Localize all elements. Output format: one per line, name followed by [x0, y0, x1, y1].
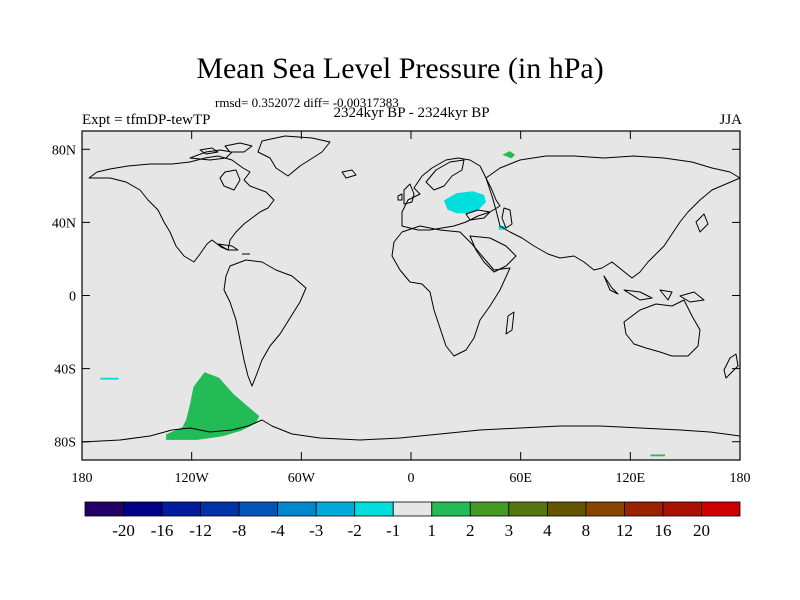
colorbar-label: -1 — [386, 521, 400, 540]
colorbar-swatch — [585, 501, 625, 517]
colorbar-swatch — [431, 501, 471, 517]
coast-australia — [623, 299, 701, 357]
x-tick-label: 180 — [730, 471, 751, 486]
y-tick-label: 80N — [52, 143, 76, 158]
coast-caribbean — [217, 243, 250, 255]
x-tick-label: 60E — [509, 471, 532, 486]
coast-new-zealand — [723, 353, 739, 379]
subtitle: 2324kyr BP - 2324kyr BP — [333, 105, 490, 121]
season-label: JJA — [719, 112, 742, 128]
coast-black-sea — [465, 209, 491, 221]
colorbar-swatch — [315, 501, 356, 517]
colorbar-label: -2 — [348, 521, 362, 540]
experiment-label: Expt = tfmDP-tewTP — [82, 112, 211, 128]
colorbar-swatch — [84, 501, 124, 517]
colorbar-label: -8 — [232, 521, 246, 540]
y-tick-label: 40N — [52, 216, 76, 231]
colorbar-label: 3 — [505, 521, 514, 540]
x-tick-label: 120W — [175, 471, 210, 486]
colorbar-swatch — [508, 501, 548, 517]
map-background — [82, 131, 740, 460]
y-tick-label: 0 — [69, 290, 76, 305]
coast-africa — [391, 225, 511, 357]
stats-text: rmsd= 0.352072 diff= -0.00317383 — [215, 95, 399, 110]
colorbar-label: 8 — [582, 521, 591, 540]
colorbar-label: -4 — [271, 521, 286, 540]
colorbar-swatch — [200, 501, 240, 517]
coast-south-america — [223, 259, 307, 387]
coast-hudson-bay — [219, 169, 241, 191]
coast-arctic-islands — [189, 142, 253, 161]
anomaly-eastern-europe-negative — [443, 191, 486, 214]
x-tick-label: 60W — [288, 471, 316, 486]
coast-british-isles — [397, 183, 415, 205]
colorbar-swatch — [238, 501, 279, 517]
anomaly-south-pacific-positive — [166, 372, 260, 440]
x-axis: 180 120W 60W 0 60E 120E 180 — [72, 131, 751, 486]
anomaly-layer — [100, 151, 666, 457]
x-tick-label: 180 — [72, 471, 93, 486]
colorbar-label: -16 — [151, 521, 174, 540]
colorbar-label: -3 — [309, 521, 323, 540]
colorbar-swatch — [354, 501, 394, 517]
colorbar-label: -20 — [112, 521, 135, 540]
y-tick-label: 40S — [54, 363, 76, 378]
coast-asia — [485, 155, 741, 279]
coast-arabia — [469, 235, 517, 273]
colorbar-swatch — [701, 501, 741, 517]
coast-north-america — [88, 155, 275, 263]
plot-title: Mean Sea Level Pressure (in hPa) — [196, 52, 604, 85]
colorbar-swatch — [123, 501, 163, 517]
colorbar-swatch — [277, 501, 317, 517]
x-tick-label: 120E — [616, 471, 646, 486]
colorbar: -20 -16 -12 -8 -4 -3 -2 -1 1 2 3 4 8 12 16 20 — [84, 501, 741, 540]
colorbar-label: 1 — [428, 521, 437, 540]
coast-scandinavia — [425, 159, 465, 191]
colorbar-swatch — [546, 501, 587, 517]
colorbar-label: 20 — [693, 521, 710, 540]
y-tick-label: 80S — [54, 436, 76, 451]
colorbar-label: 16 — [654, 521, 671, 540]
coast-madagascar — [505, 311, 515, 335]
colorbar-swatch — [469, 501, 510, 517]
colorbar-label: -12 — [189, 521, 212, 540]
colorbar-swatch — [624, 501, 664, 517]
coast-caspian-sea — [501, 207, 513, 229]
colorbar-swatch — [662, 501, 702, 517]
colorbar-label: 12 — [616, 521, 633, 540]
x-tick-label: 0 — [408, 471, 415, 486]
y-axis: 80N 40N 0 40S 80S — [52, 143, 740, 451]
colorbar-swatch — [161, 501, 201, 517]
anomaly-south-pacific-negative — [100, 377, 119, 380]
colorbar-label: 4 — [543, 521, 552, 540]
colorbar-label: 2 — [466, 521, 475, 540]
colorbar-swatch — [392, 501, 433, 517]
coast-greenland — [257, 135, 331, 177]
anomaly-east-antarctic-positive — [650, 454, 666, 457]
coast-japan — [695, 213, 709, 233]
anomaly-greenland-sea-positive — [502, 151, 516, 159]
coast-indonesia — [603, 275, 705, 303]
coast-antarctica — [81, 419, 741, 443]
coastlines — [81, 135, 741, 443]
map-frame: 80N 40N 0 40S 80S 180 120W 60W 0 60E 120E 180 — [52, 130, 751, 486]
coast-iceland — [341, 169, 357, 179]
